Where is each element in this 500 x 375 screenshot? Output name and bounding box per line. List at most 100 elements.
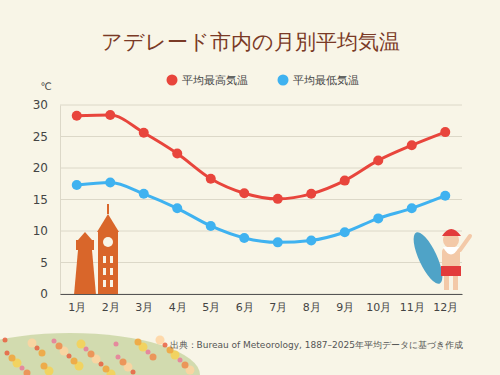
clock-face xyxy=(103,237,113,247)
grid-line xyxy=(60,294,462,295)
series-line xyxy=(77,115,446,199)
santa-decoration xyxy=(408,229,470,290)
y-tick-label: 15 xyxy=(33,193,48,207)
santa-arm xyxy=(460,236,470,250)
y-tick: 5 xyxy=(40,256,60,270)
santa-body xyxy=(442,248,460,268)
surfboard xyxy=(408,229,448,287)
y-tick-label: 25 xyxy=(33,130,48,144)
series-marker xyxy=(239,188,249,198)
series-marker xyxy=(373,213,383,223)
flower xyxy=(131,370,136,375)
y-axis-title: ℃ xyxy=(40,81,51,92)
grid xyxy=(60,105,462,294)
clock-tower-spire xyxy=(107,204,109,214)
grid-line xyxy=(60,262,462,263)
flower xyxy=(77,340,86,349)
series-marker xyxy=(172,203,182,213)
flower xyxy=(88,351,95,358)
y-tick: 20 xyxy=(33,161,60,175)
legend-swatch xyxy=(167,75,178,86)
flower xyxy=(114,342,119,347)
landmark-decoration xyxy=(74,204,119,295)
series-marker xyxy=(440,127,450,137)
legend-label: 平均最高気温 xyxy=(182,74,248,87)
window xyxy=(110,268,113,275)
series-marker xyxy=(139,128,149,138)
x-tick-label: 1月 xyxy=(68,301,86,314)
x-tick-label: 7月 xyxy=(269,301,287,314)
y-tick: 0 xyxy=(40,287,60,301)
flower xyxy=(39,350,46,357)
x-tick-label: 11月 xyxy=(400,301,425,314)
y-tick-label: 20 xyxy=(33,161,48,175)
x-tick: 1月 xyxy=(68,294,86,314)
series-marker xyxy=(172,149,182,159)
title: アデレード市内の月別平均気温 xyxy=(101,30,400,54)
lighthouse xyxy=(74,250,96,295)
legend: 平均最高気温 平均最低気温 xyxy=(167,74,360,87)
x-tick-label: 4月 xyxy=(169,301,187,314)
flower xyxy=(9,355,16,362)
flower xyxy=(146,350,151,355)
clock-tower xyxy=(98,232,118,295)
series-marker xyxy=(273,237,283,247)
x-tick-label: 10月 xyxy=(366,301,391,314)
window xyxy=(110,256,113,263)
grid-line xyxy=(60,105,462,106)
plot-area xyxy=(72,110,451,247)
series-marker xyxy=(273,194,283,204)
flower xyxy=(24,370,31,375)
flower xyxy=(156,336,165,345)
legend-label: 平均最低気温 xyxy=(293,74,359,87)
series-marker xyxy=(306,189,316,199)
lighthouse-roof xyxy=(78,232,92,240)
series-marker xyxy=(72,180,82,190)
flower xyxy=(20,366,25,371)
santa-hat xyxy=(442,229,461,236)
series-marker xyxy=(407,203,417,213)
x-axis: 1月2月3月4月5月6月7月8月9月10月11月12月 xyxy=(61,294,463,314)
flower xyxy=(182,362,189,369)
flower xyxy=(178,358,183,363)
series-marker xyxy=(340,227,350,237)
santa-leg xyxy=(453,276,458,290)
x-tick: 8月 xyxy=(303,294,321,314)
flower xyxy=(5,351,10,356)
background xyxy=(0,0,500,375)
legend-swatch xyxy=(278,75,289,86)
santa-leg xyxy=(444,276,449,290)
series-marker xyxy=(340,176,350,186)
series-marker xyxy=(105,110,115,120)
y-tick-label: 30 xyxy=(33,98,48,112)
series-marker xyxy=(206,221,216,231)
santa-shorts xyxy=(441,266,461,276)
flower xyxy=(3,338,8,343)
flower xyxy=(99,362,104,367)
x-tick: 9月 xyxy=(336,294,354,314)
flower xyxy=(56,343,63,350)
window xyxy=(103,280,106,287)
flower xyxy=(135,339,142,346)
flower xyxy=(103,366,110,373)
x-tick: 5月 xyxy=(202,294,220,314)
y-tick: 25 xyxy=(33,130,60,144)
series-marker xyxy=(239,233,249,243)
y-tick: 15 xyxy=(33,193,60,207)
series-marker xyxy=(206,174,216,184)
series-marker xyxy=(407,140,417,150)
x-tick: 6月 xyxy=(236,294,254,314)
x-axis-line xyxy=(61,294,463,295)
flower xyxy=(52,339,57,344)
clock-tower-roof xyxy=(97,214,119,232)
series-marker xyxy=(72,111,82,121)
x-tick-label: 6月 xyxy=(236,301,254,314)
source-note: 出典：Bureau of Meteorology, 1887–2025年平均デー… xyxy=(170,340,464,350)
window xyxy=(103,268,106,275)
flower xyxy=(163,343,168,348)
x-tick-label: 5月 xyxy=(202,301,220,314)
y-tick: 30 xyxy=(33,98,60,112)
flower xyxy=(67,354,72,359)
series-marker xyxy=(373,155,383,165)
x-tick-label: 9月 xyxy=(336,301,354,314)
